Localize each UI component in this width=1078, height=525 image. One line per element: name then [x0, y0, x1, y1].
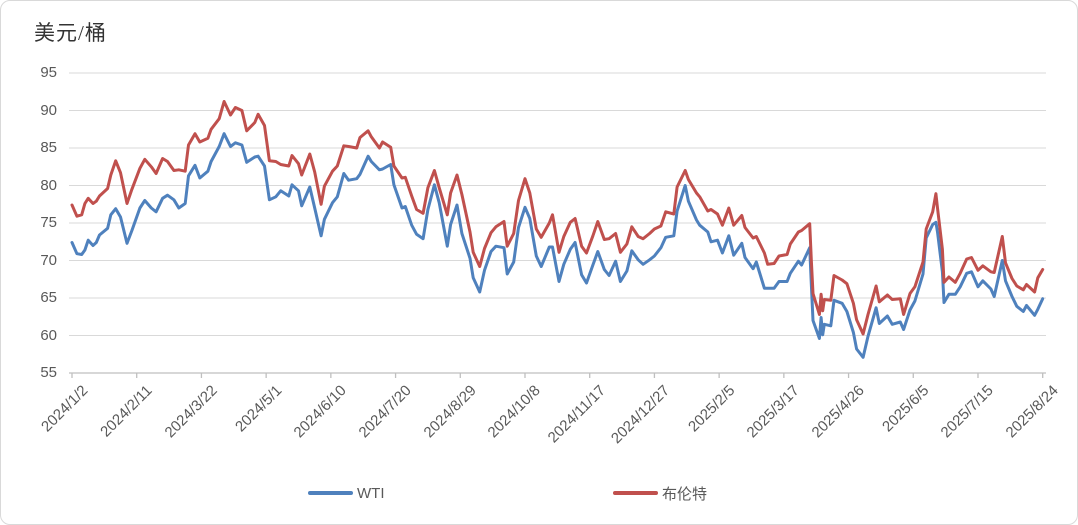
brent-series-line [70, 100, 1045, 336]
y-tick-label: 95 [40, 64, 57, 81]
y-tick-label: 75 [40, 214, 57, 231]
y-tick-label: 85 [40, 139, 57, 156]
y-tick-label: 70 [40, 251, 57, 269]
legend-item-wti: WTI [308, 484, 385, 502]
legend-line-swatch [613, 491, 658, 495]
legend-label: WTI [357, 484, 385, 502]
legend-item-brent: 布伦特 [613, 484, 708, 503]
y-tick-label: 90 [40, 101, 57, 119]
legend-line-swatch [308, 491, 353, 495]
chart-legend: WTI 布伦特 [1, 484, 1077, 504]
y-tick-label: 80 [40, 176, 57, 194]
y-tick-label: 60 [40, 326, 57, 344]
chart-title: 美元/桶 [34, 21, 107, 45]
y-tick-label: 55 [40, 364, 57, 381]
legend-label: 布伦特 [662, 485, 708, 503]
wti-series-line [70, 132, 1045, 359]
y-tick-label: 65 [40, 289, 57, 306]
